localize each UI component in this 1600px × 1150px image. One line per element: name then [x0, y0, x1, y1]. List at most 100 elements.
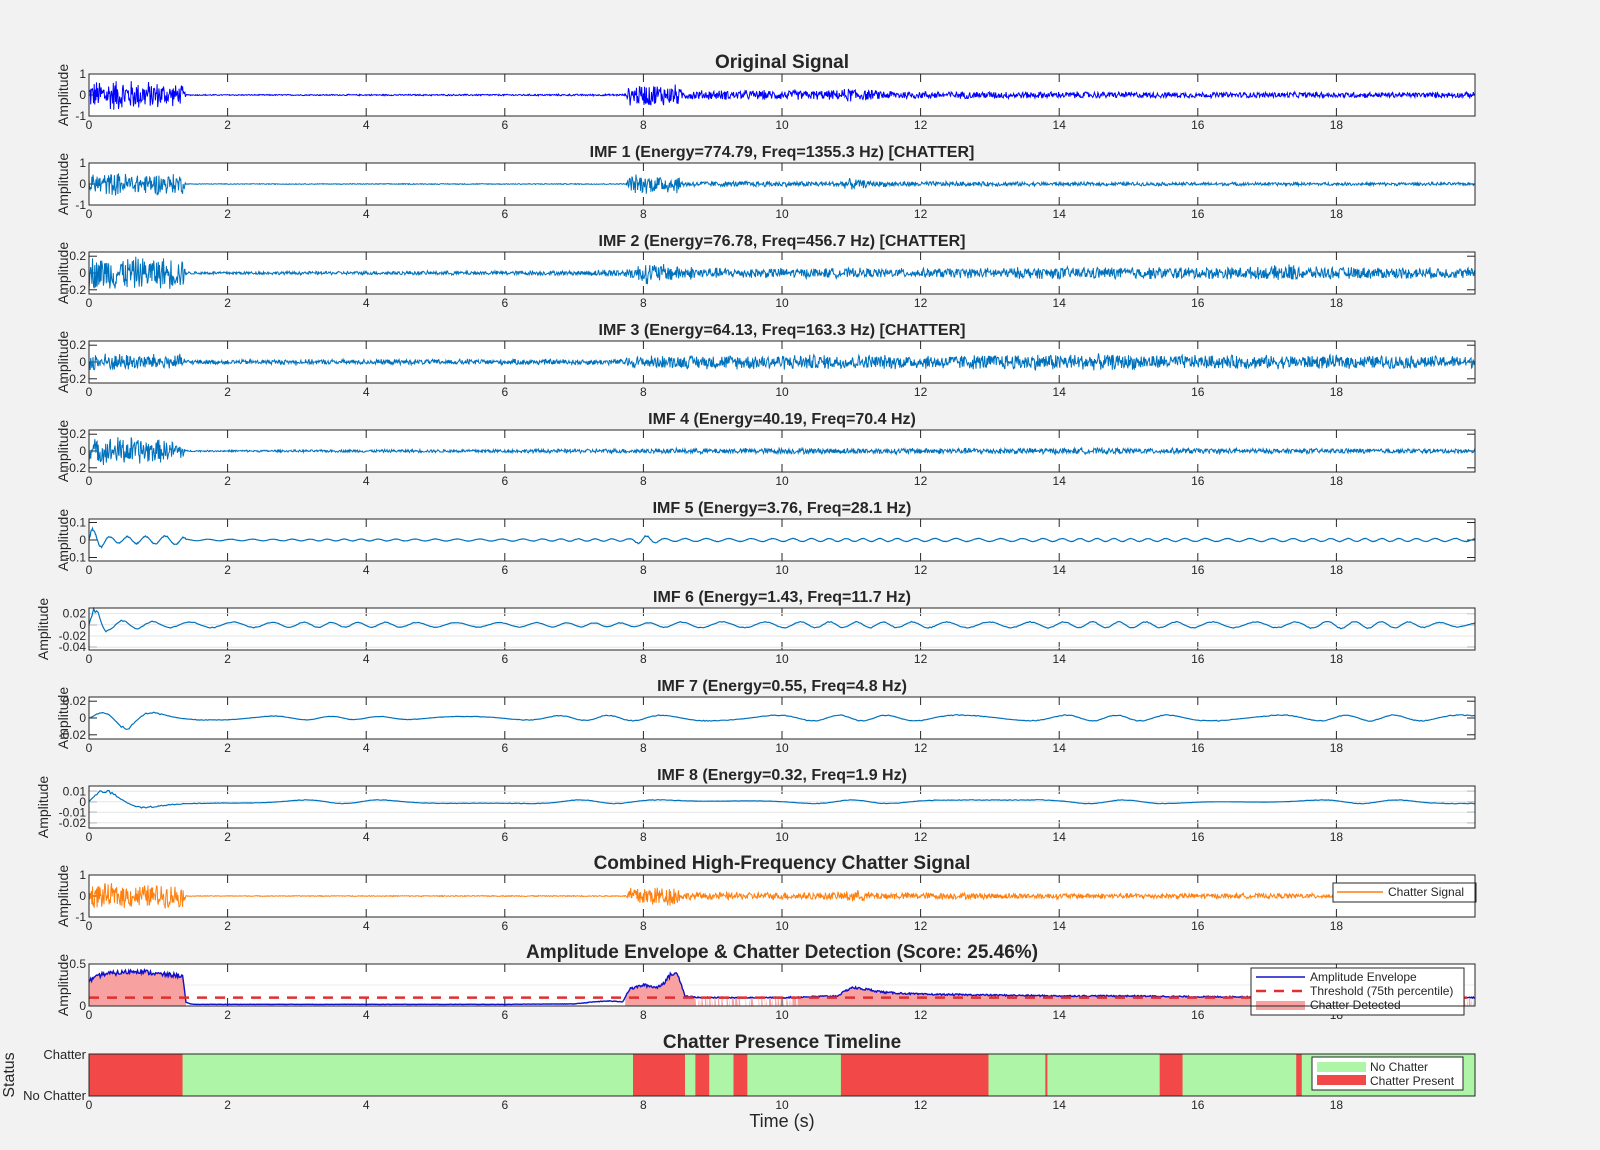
y-axis-label: Amplitude — [55, 954, 71, 1016]
x-tick-label: 14 — [1053, 741, 1067, 755]
x-tick-label: 16 — [1191, 830, 1205, 844]
no-chatter-band — [89, 1054, 1475, 1096]
x-tick-label: 0 — [86, 385, 93, 399]
legend-box — [1332, 882, 1477, 903]
y-tick-label: 0 — [79, 533, 86, 547]
x-tick-label: 8 — [640, 652, 647, 666]
axes-frame — [88, 73, 1476, 117]
x-tick-label: 16 — [1191, 919, 1205, 933]
y-tick-label: 0 — [79, 711, 86, 725]
x-tick-label: 18 — [1330, 385, 1344, 399]
x-tick-label: 6 — [501, 563, 508, 577]
subplot-title: Combined High-Frequency Chatter Signal — [594, 853, 971, 874]
x-tick-label: 16 — [1191, 296, 1205, 310]
x-tick-label: 16 — [1191, 1008, 1205, 1022]
x-tick-label: 6 — [501, 1008, 508, 1022]
y-tick-label: 0.02 — [63, 694, 87, 708]
axes-frame — [88, 162, 1476, 206]
x-tick-label: 14 — [1053, 830, 1067, 844]
subplot-6: IMF 5 (Energy=3.76, Freq=28.1 Hz) Amplitu… — [55, 500, 1476, 577]
x-tick-label: 0 — [86, 474, 93, 488]
chatter-interval-bar — [1159, 1054, 1183, 1096]
x-tick-label: 0 — [86, 118, 93, 132]
axes-frame — [88, 1053, 1476, 1097]
x-tick-label: 6 — [501, 474, 508, 488]
subplot-title: IMF 8 (Energy=0.32, Freq=1.9 Hz) — [657, 767, 907, 784]
x-tick-label: 8 — [640, 830, 647, 844]
signal-line — [88, 711, 1476, 730]
x-tick-label: 10 — [775, 474, 789, 488]
y-axis-label: Amplitude — [55, 687, 71, 749]
y-tick-label: -1 — [75, 109, 86, 123]
x-tick-label: 8 — [640, 563, 647, 577]
x-tick-label: 10 — [775, 385, 789, 399]
legend: Chatter Signal — [1332, 882, 1477, 903]
x-tick-label: 14 — [1053, 474, 1067, 488]
y-axis-label: Amplitude — [55, 420, 71, 482]
x-tick-label: 14 — [1053, 296, 1067, 310]
signal-line — [88, 883, 1476, 909]
x-tick-label: 18 — [1330, 830, 1344, 844]
x-axis-label: Time (s) — [749, 1111, 814, 1131]
subplot-title: IMF 4 (Energy=40.19, Freq=70.4 Hz) — [648, 411, 916, 428]
x-tick-label: 8 — [640, 207, 647, 221]
x-tick-label: 14 — [1053, 207, 1067, 221]
x-tick-label: 6 — [501, 296, 508, 310]
signal-line — [88, 606, 1476, 633]
y-axis-label: Amplitude — [55, 242, 71, 304]
x-tick-label: 18 — [1330, 919, 1344, 933]
x-tick-label: 16 — [1191, 474, 1205, 488]
subplot-11: Amplitude Envelope & Chatter Detection (… — [55, 942, 1476, 1022]
axes-frame — [88, 607, 1476, 651]
x-tick-label: 10 — [775, 563, 789, 577]
y-tick-label: 0 — [79, 999, 86, 1013]
y-tick-label: 0 — [79, 266, 86, 280]
x-tick-label: 12 — [914, 563, 928, 577]
x-tick-label: 2 — [224, 652, 231, 666]
axes-frame — [88, 429, 1476, 473]
x-tick-label: 4 — [363, 385, 370, 399]
y-axis-label: Amplitude — [55, 509, 71, 571]
x-tick-label: 2 — [224, 563, 231, 577]
subplot-2: IMF 1 (Energy=774.79, Freq=1355.3 Hz) [C… — [55, 144, 1476, 221]
x-tick-label: 6 — [501, 830, 508, 844]
subplot-12: Chatter Presence Timeline Status 0 2 4 6 8 10 12… — [1, 1032, 1476, 1112]
x-tick-label: 4 — [363, 563, 370, 577]
y-tick-label: 0.1 — [69, 516, 86, 530]
axes-frame — [88, 785, 1476, 829]
subplot-7: IMF 6 (Energy=1.43, Freq=11.7 Hz) Amplitu… — [35, 589, 1476, 666]
y-axis-label: Amplitude — [35, 598, 51, 660]
x-tick-label: 6 — [501, 207, 508, 221]
y-tick-label: 0 — [79, 444, 86, 458]
subplot-title: Chatter Presence Timeline — [663, 1032, 901, 1053]
y-tick-label: 0.2 — [69, 338, 86, 352]
x-tick-label: 14 — [1053, 652, 1067, 666]
x-tick-label: 6 — [501, 919, 508, 933]
x-tick-label: 16 — [1191, 1098, 1205, 1112]
x-tick-label: 0 — [86, 919, 93, 933]
x-tick-label: 12 — [914, 919, 928, 933]
x-tick-label: 14 — [1053, 563, 1067, 577]
x-tick-label: 14 — [1053, 1098, 1067, 1112]
legend-label-detected: Chatter Detected — [1310, 998, 1401, 1012]
y-axis-label: Amplitude — [55, 153, 71, 215]
x-tick-label: 10 — [775, 118, 789, 132]
legend-swatch — [1317, 1062, 1366, 1072]
y-tick-label: -1 — [75, 910, 86, 924]
x-tick-label: 10 — [775, 207, 789, 221]
y-tick-label: 0.2 — [69, 427, 86, 441]
x-tick-label: 2 — [224, 1008, 231, 1022]
chatter-interval-bar — [1045, 1054, 1048, 1096]
subplot-title: IMF 6 (Energy=1.43, Freq=11.7 Hz) — [653, 589, 911, 606]
x-tick-label: 4 — [363, 652, 370, 666]
x-tick-label: 12 — [914, 118, 928, 132]
x-tick-label: 10 — [775, 296, 789, 310]
x-tick-label: 10 — [775, 919, 789, 933]
x-tick-label: 4 — [363, 741, 370, 755]
chatter-interval-bar — [840, 1054, 989, 1096]
axes-frame — [88, 251, 1476, 295]
y-category-chatter: Chatter — [43, 1047, 86, 1062]
